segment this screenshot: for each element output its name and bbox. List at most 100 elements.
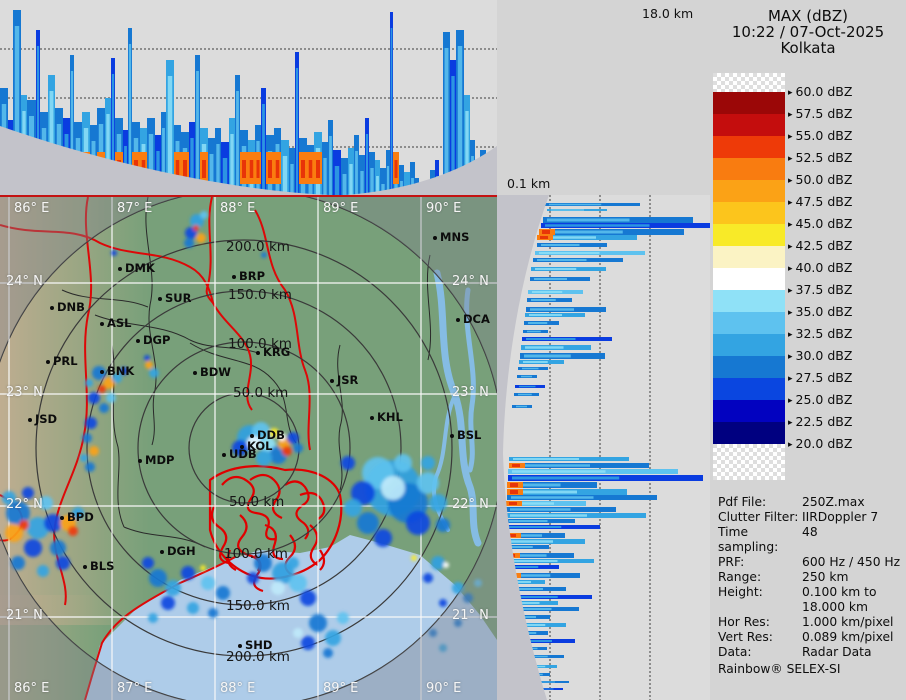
range-ring-label: 200.0 km	[226, 239, 290, 255]
metadata-value: 1.000 km/pixel	[802, 615, 894, 629]
station-marker: BSL	[450, 428, 481, 442]
metadata-row: PRF: 600 Hz / 450 Hz	[718, 555, 904, 570]
range-ring-label: 100.0 km	[224, 546, 288, 562]
height-axis-min-label: 0.1 km	[507, 176, 551, 191]
legend-tick-arrow-icon: ▸	[788, 110, 793, 120]
metadata-row: Height: 0.100 km to 18.000 km	[718, 585, 904, 615]
legend-tick-label: ▸ 47.5 dBZ	[788, 194, 853, 209]
metadata-label: Range:	[718, 570, 762, 584]
longitude-label: 87° E	[117, 681, 153, 696]
station-code: PRL	[53, 354, 78, 368]
station-dot-icon	[60, 515, 64, 520]
longitude-label: 90° E	[426, 681, 462, 696]
station-dot-icon	[450, 433, 454, 438]
metadata-label: Clutter Filter:	[718, 510, 799, 524]
station-code: BNK	[107, 364, 135, 378]
legend-swatch-above-max	[713, 73, 785, 92]
station-code: MNS	[440, 230, 470, 244]
station-code: DGP	[143, 333, 171, 347]
legend-swatch	[713, 246, 785, 268]
legend-swatch	[713, 136, 785, 158]
station-dot-icon	[160, 549, 164, 554]
legend-tick-arrow-icon: ▸	[788, 132, 793, 142]
station-marker: MDP	[138, 453, 174, 467]
map-label-layer: 86° E 86° E 87° E 87° E 88° E 88° E 89° E 89° E…	[0, 195, 497, 700]
legend-tick-arrow-icon: ▸	[788, 308, 793, 318]
station-marker: JSR	[330, 373, 358, 387]
legend-swatch	[713, 334, 785, 356]
height-axis-corner: 18.0 km 0.1 km	[497, 0, 710, 195]
ns-profile-canvas	[497, 195, 710, 700]
station-marker: KOL	[240, 439, 273, 453]
legend-swatch	[713, 422, 785, 444]
legend-tick-label: ▸ 52.5 dBZ	[788, 150, 853, 165]
metadata-label: Pdf File:	[718, 495, 767, 509]
legend-tick-arrow-icon: ▸	[788, 198, 793, 208]
legend-swatch	[713, 180, 785, 202]
station-marker: MNS	[433, 230, 469, 244]
legend-tick-label: ▸ 40.0 dBZ	[788, 260, 853, 275]
station-marker: KHL	[370, 410, 403, 424]
station-dot-icon	[456, 317, 460, 322]
metadata-value: 600 Hz / 450 Hz	[802, 555, 901, 569]
latitude-label: 21° N	[452, 608, 489, 623]
map-canvas	[0, 195, 497, 700]
latitude-label: 24° N	[6, 274, 43, 289]
legend-tick-label: ▸ 60.0 dBZ	[788, 84, 853, 99]
station-marker: DCA	[456, 312, 490, 326]
station-code: MDP	[145, 453, 175, 467]
legend-tick-label: ▸ 30.0 dBZ	[788, 348, 853, 363]
station-code: JSR	[337, 373, 359, 387]
legend-tick-label: ▸ 32.5 dBZ	[788, 326, 853, 341]
longitude-label: 86° E	[14, 681, 50, 696]
range-ring-label: 200.0 km	[226, 649, 290, 665]
software-name: Rainbow® SELEX-SI	[718, 662, 841, 676]
metadata-row: Data: Radar Data	[718, 645, 904, 660]
range-ring-label: 50.0 km	[229, 494, 285, 510]
legend-tick-arrow-icon: ▸	[788, 330, 793, 340]
range-ring-label: 100.0 km	[228, 336, 292, 352]
metadata-value: IIRDoppler 7	[802, 510, 879, 524]
metadata-row: Range: 250 km	[718, 570, 904, 585]
station-marker: BPD	[60, 510, 94, 524]
station-marker: PRL	[46, 354, 78, 368]
legend-tick-label: ▸ 42.5 dBZ	[788, 238, 853, 253]
station-marker: JSD	[28, 412, 57, 426]
station-dot-icon	[193, 370, 197, 375]
station-code: BLS	[90, 559, 115, 573]
legend-tick-label: ▸ 55.0 dBZ	[788, 128, 853, 143]
station-code: BSL	[457, 428, 482, 442]
legend-tick-label: ▸ 22.5 dBZ	[788, 414, 853, 429]
station-marker: SHD	[238, 638, 272, 652]
legend-tick-label: ▸ 45.0 dBZ	[788, 216, 853, 231]
radar-echoes	[2, 211, 482, 658]
station-marker: BLS	[83, 559, 114, 573]
legend-swatch	[713, 268, 785, 290]
station-dot-icon	[100, 321, 104, 326]
legend-swatch-below-min	[713, 444, 785, 480]
legend-tick-label: ▸ 25.0 dBZ	[788, 392, 853, 407]
station-marker: KRG	[256, 345, 290, 359]
station-code: KRG	[263, 345, 291, 359]
station-dot-icon	[330, 378, 334, 383]
station-marker: DGP	[136, 333, 170, 347]
metadata-value: Radar Data	[802, 645, 872, 659]
legend-tick-arrow-icon: ▸	[788, 286, 793, 296]
legend-tick-label: ▸ 27.5 dBZ	[788, 370, 853, 385]
longitude-label: 88° E	[220, 681, 256, 696]
station-code: DMK	[125, 261, 155, 275]
station-code: BPD	[67, 510, 94, 524]
radar-map: 86° E 86° E 87° E 87° E 88° E 88° E 89° E 89° E…	[0, 195, 497, 700]
height-axis-max-label: 18.0 km	[642, 6, 694, 21]
ns-height-profile-panel	[497, 195, 710, 700]
product-metadata: Pdf File: 250Z.max Clutter Filter: IIRDoppl…	[718, 495, 904, 677]
legend-tick-label: ▸ 35.0 dBZ	[788, 304, 853, 319]
station-code: DNB	[57, 300, 85, 314]
station-marker: DDB	[250, 428, 285, 442]
legend-tick-arrow-icon: ▸	[788, 176, 793, 186]
latitude-label: 24° N	[452, 274, 489, 289]
station-code: KHL	[377, 410, 403, 424]
legend-tick-arrow-icon: ▸	[788, 352, 793, 362]
station-marker: DGH	[160, 544, 196, 558]
station-marker: DNB	[50, 300, 85, 314]
